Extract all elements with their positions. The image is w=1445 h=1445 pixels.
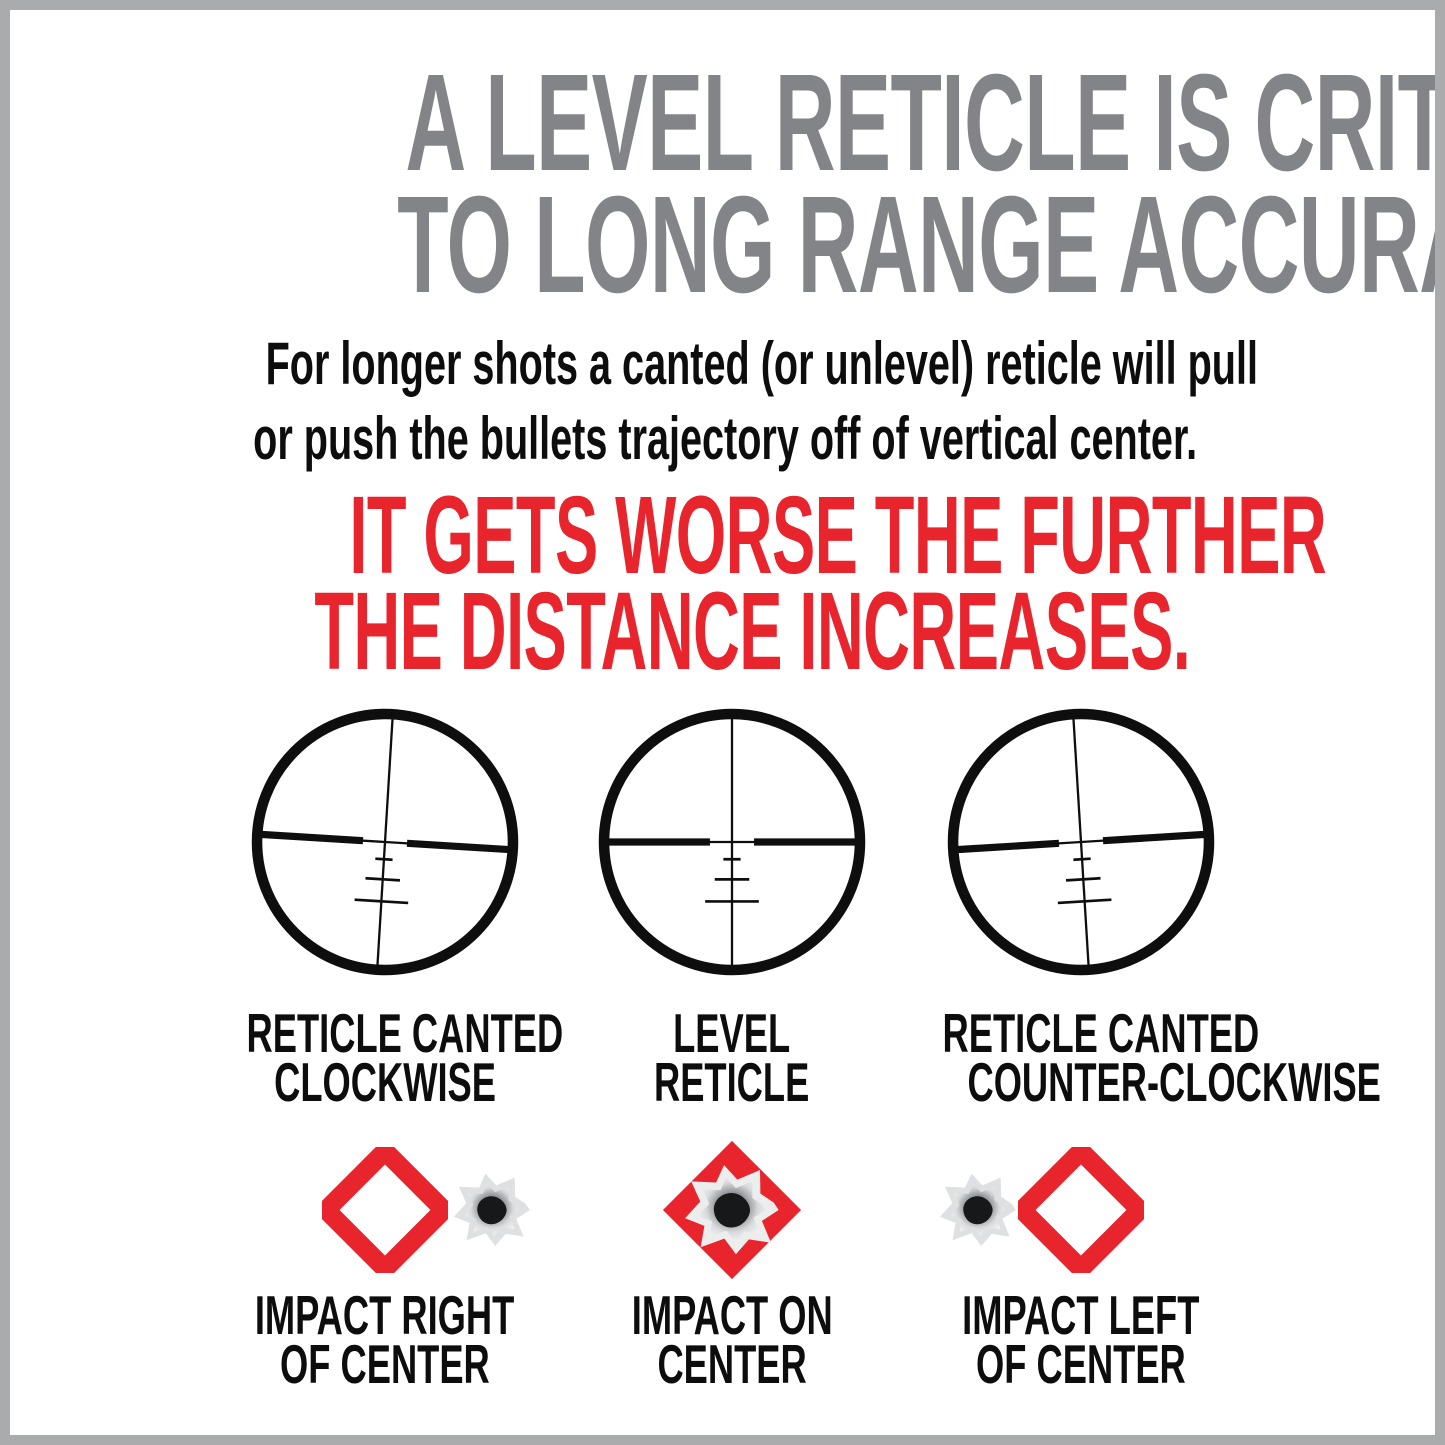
aim-diamond-icon xyxy=(1018,1147,1144,1273)
impact-label-on-line2: CENTER xyxy=(657,1333,807,1395)
reticle-label-ccw-line2: COUNTER-CLOCKWISE xyxy=(967,1051,1381,1113)
bullet-hole-icon xyxy=(685,1165,779,1255)
intro-line1: For longer shots a canted (or unlevel) r… xyxy=(10,326,1435,401)
warning-line2-text: THE DISTANCE INCREASES. xyxy=(314,570,1191,693)
impact-label-right-of-center: IMPACT RIGHT OF CENTER xyxy=(165,1284,605,1395)
warning-line1: IT GETS WORSE THE FURTHER xyxy=(10,474,1435,597)
main-headline-line1-text: A LEVEL RETICLE IS CRITICAL xyxy=(405,46,1445,200)
reticle-label-counter-clockwise: RETICLE CANTED COUNTER-CLOCKWISE xyxy=(861,1002,1381,1110)
intro-line1-text: For longer shots a canted (or unlevel) r… xyxy=(265,330,1258,397)
intro-paragraph: For longer shots a canted (or unlevel) r… xyxy=(10,326,1435,476)
warning-line1-text: IT GETS WORSE THE FURTHER xyxy=(349,474,1327,597)
reticle-label-clockwise-line2: CLOCKWISE xyxy=(274,1051,496,1113)
reticle-label-level-line2: RETICLE xyxy=(654,1051,810,1113)
reticle-canted-counter-clockwise-icon xyxy=(947,708,1215,976)
main-headline-line2: TO LONG RANGE ACCURACY. xyxy=(10,176,1435,314)
impact-label-right-line1: IMPACT RIGHT xyxy=(255,1284,515,1346)
reticle-label-level: LEVEL RETICLE xyxy=(512,1002,952,1113)
warning-line2: THE DISTANCE INCREASES. xyxy=(10,570,1435,693)
impact-label-right-line2: OF CENTER xyxy=(280,1333,490,1395)
aim-diamond-icon xyxy=(322,1147,448,1273)
reticle-label-clockwise-line1: RETICLE CANTED xyxy=(246,1002,564,1064)
impact-art-right-of-center xyxy=(165,1139,605,1281)
reticle-label-clockwise: RETICLE CANTED CLOCKWISE xyxy=(165,1002,605,1113)
impact-label-on-line1: IMPACT ON xyxy=(631,1284,833,1346)
reticle-column-clockwise: RETICLE CANTED CLOCKWISE IMPACT RIGHT OF… xyxy=(165,703,605,1395)
reticle-label-ccw-line1: RETICLE CANTED xyxy=(942,1002,1260,1064)
reticle-label-level-line1: LEVEL xyxy=(673,1002,791,1064)
warning-headline: IT GETS WORSE THE FURTHER THE DISTANCE I… xyxy=(10,474,1435,693)
reticle-column-level: LEVEL RETICLE IMPACT ON CENTER xyxy=(512,703,952,1395)
impact-label-left-of-center: IMPACT LEFT OF CENTER xyxy=(861,1284,1301,1395)
impact-art-left-of-center xyxy=(861,1139,1301,1281)
intro-line2: or push the bullets trajectory off of ve… xyxy=(10,401,1435,476)
impact-label-left-line2: OF CENTER xyxy=(976,1333,1186,1395)
impact-label-left-line1: IMPACT LEFT xyxy=(962,1284,1200,1346)
main-headline: A LEVEL RETICLE IS CRITICAL TO LONG RANG… xyxy=(10,54,1435,314)
intro-line2-text: or push the bullets trajectory off of ve… xyxy=(253,405,1198,472)
reticle-canted-clockwise-icon xyxy=(251,708,519,976)
impact-label-on-center: IMPACT ON CENTER xyxy=(512,1284,952,1395)
reticle-column-counter-clockwise: RETICLE CANTED COUNTER-CLOCKWISE IMPACT … xyxy=(861,703,1381,1395)
bullet-hole-icon xyxy=(453,1173,530,1246)
main-headline-line2-text: TO LONG RANGE ACCURACY. xyxy=(397,168,1435,322)
reticle-level-icon xyxy=(598,708,866,976)
main-headline-line1: A LEVEL RETICLE IS CRITICAL xyxy=(10,54,1435,192)
impact-art-on-center xyxy=(512,1139,952,1281)
bullet-hole-icon xyxy=(939,1173,1016,1246)
